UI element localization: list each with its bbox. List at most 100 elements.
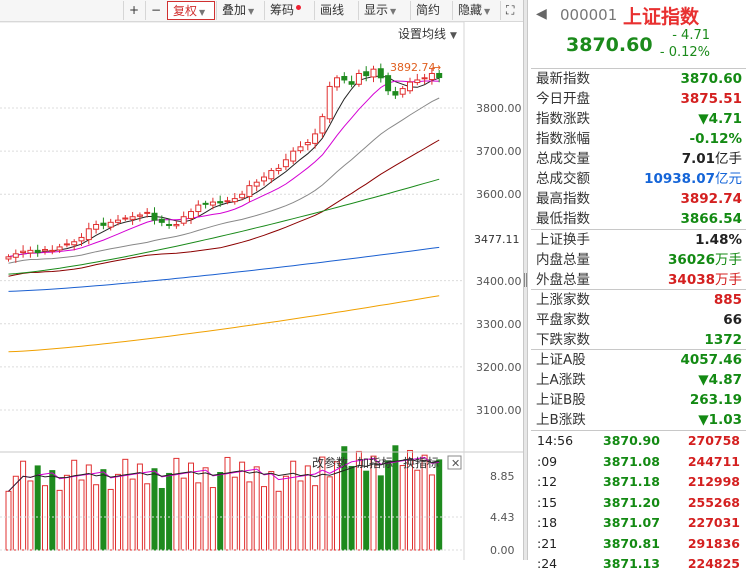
volume-bar xyxy=(319,456,326,551)
stat-number: 3875.51 xyxy=(680,91,743,107)
volume-bar xyxy=(71,459,78,551)
stat-label: 最低指数 xyxy=(536,211,590,227)
kline-chart-svg[interactable]: 设置均线 ▼ 3892.74 → 3800.00 3700.00 3600.00… xyxy=(0,21,523,560)
stat-number: ▼4.71 xyxy=(698,111,742,127)
overlay-dropdown[interactable]: 叠加 ▼ xyxy=(216,1,264,20)
panel-splitter[interactable] xyxy=(523,0,528,560)
candle-body xyxy=(56,246,63,251)
stat-row: 平盘家数 66 xyxy=(531,310,746,330)
stat-value: 885 xyxy=(714,290,742,310)
candle-body xyxy=(78,236,85,242)
volume-ma-line xyxy=(8,456,440,492)
tick-list: 14:56 3870.90 270758:09 3871.08 244711:12 387… xyxy=(531,430,746,575)
stat-label: 外盘总量 xyxy=(536,272,590,288)
tick-price: 3871.13 xyxy=(603,556,660,571)
ma120-line xyxy=(8,246,440,292)
tick-row: :09 3871.08 244711 xyxy=(531,452,746,473)
volume-bar xyxy=(261,486,267,551)
candle-body xyxy=(100,222,107,226)
fuquan-dropdown[interactable]: 复权 ▼ xyxy=(167,1,215,20)
candle-body xyxy=(239,193,246,199)
fullscreen-button[interactable]: ⛶ xyxy=(500,1,522,20)
candle-body xyxy=(63,243,70,246)
tick-time: 14:56 xyxy=(537,433,574,448)
candle-body xyxy=(209,201,216,206)
candle-body xyxy=(399,88,406,95)
volume-bar xyxy=(385,460,392,551)
volume-bar xyxy=(107,488,114,551)
volume-bar xyxy=(27,480,34,551)
add-indicator-button[interactable]: 加指标 xyxy=(357,455,393,470)
candle-body xyxy=(275,167,282,172)
close-sub-panel-button[interactable]: ✕ xyxy=(447,455,462,470)
caret-down-icon: ▼ xyxy=(450,31,457,41)
candle-body xyxy=(195,204,202,213)
plus-icon: + xyxy=(129,3,140,17)
candle-body xyxy=(282,159,289,168)
volume-bar xyxy=(34,465,41,551)
stat-value: 1372 xyxy=(704,330,742,350)
splitter-grip-icon[interactable] xyxy=(524,273,527,287)
draw-line-button[interactable]: 画线 xyxy=(314,1,354,20)
chart-toolbar: + − 复权 ▼ 叠加 ▼ 筹码 画线 显示 ▼ 简约 隐藏 ▼ ⛶ xyxy=(0,0,523,22)
candle-body xyxy=(334,77,340,88)
stat-row: 总成交额 10938.07亿元 xyxy=(531,169,746,189)
stat-row: 上证换手 1.48% xyxy=(531,230,746,250)
candle-body xyxy=(224,200,231,203)
stat-value: 3870.60 xyxy=(681,69,743,89)
chevron-left-icon[interactable]: ◀ xyxy=(536,6,547,22)
stat-number: 885 xyxy=(713,292,742,308)
volume-bar xyxy=(129,478,136,551)
hide-dropdown[interactable]: 隐藏 ▼ xyxy=(452,1,500,20)
stat-row: 总成交量 7.01亿手 xyxy=(531,149,746,169)
volume-ma-line xyxy=(8,458,440,492)
stat-value: ▼4.71 xyxy=(698,109,742,129)
candle-body xyxy=(5,256,12,260)
volume-bar xyxy=(115,473,121,551)
change-params-button[interactable]: 改参数 xyxy=(312,455,348,470)
close-box[interactable] xyxy=(447,455,462,470)
close-icon: ✕ xyxy=(451,457,460,470)
switch-indicator-button[interactable]: 换指标 xyxy=(403,455,439,470)
volume-bar xyxy=(188,462,194,551)
candle-body xyxy=(93,223,100,230)
simple-button[interactable]: 简约 xyxy=(410,1,450,20)
stat-value: 10938.07亿元 xyxy=(644,169,742,189)
ma-settings-label[interactable]: 设置均线 xyxy=(398,27,446,41)
stat-label: 总成交额 xyxy=(536,171,590,187)
stat-row: 上A涨跌 ▼4.87 xyxy=(531,370,746,390)
chips-button[interactable]: 筹码 xyxy=(264,1,314,20)
quote-header: ◀ 000001 上证指数 3870.60 - 4.71 - 0.12% xyxy=(528,0,748,66)
stat-row: 上B涨跌 ▼1.03 xyxy=(531,410,746,430)
display-dropdown[interactable]: 显示 ▼ xyxy=(358,1,406,20)
candle-body xyxy=(71,241,78,246)
kline-chart-area[interactable]: 设置均线 ▼ 3892.74 → 3800.00 3700.00 3600.00… xyxy=(0,21,523,560)
volume-bar xyxy=(268,471,275,551)
stat-number: ▼4.87 xyxy=(698,372,742,388)
stat-number: 66 xyxy=(723,312,742,328)
y-label: 3400.00 xyxy=(476,275,522,288)
stat-unit: 万手 xyxy=(715,272,742,288)
candle-body xyxy=(202,202,209,205)
zoom-out-button[interactable]: − xyxy=(145,1,167,20)
tick-row: :18 3871.07 227031 xyxy=(531,513,746,534)
zoom-in-button[interactable]: + xyxy=(123,1,145,20)
y-label-current: 3477.11 xyxy=(474,233,520,246)
tick-vol: 291836 xyxy=(687,535,740,551)
candle-body xyxy=(34,249,41,254)
tick-vol: 255268 xyxy=(687,494,740,510)
stat-value: 263.19 xyxy=(690,390,742,410)
draw-line-label: 画线 xyxy=(320,3,345,17)
candlesticks xyxy=(5,63,443,263)
stat-number: 4057.46 xyxy=(680,352,743,368)
caret-down-icon: ▼ xyxy=(199,8,206,17)
stat-number: ▼1.03 xyxy=(698,412,742,428)
candle-body xyxy=(246,185,253,197)
tick-time: :18 xyxy=(537,515,558,530)
stat-value: 4057.46 xyxy=(681,350,743,370)
y-label: 3800.00 xyxy=(476,102,522,115)
tick-vol: 224825 xyxy=(687,556,740,571)
candle-body xyxy=(151,212,158,221)
tick-row: :12 3871.18 212998 xyxy=(531,472,746,493)
y-label: 3300.00 xyxy=(476,318,522,331)
